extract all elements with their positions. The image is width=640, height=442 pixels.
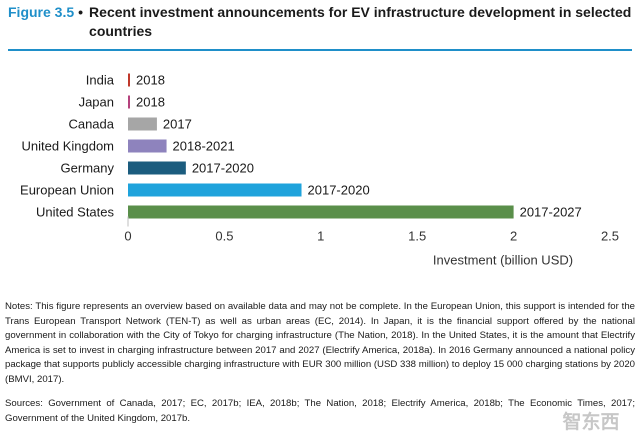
data-label: 2017-2020 [308,183,370,198]
figure-header: Figure 3.5 • Recent investment announcem… [8,3,632,51]
figure-title: Recent investment announcements for EV i… [89,4,632,39]
category-label: Germany [61,161,115,176]
data-label: 2018-2021 [173,139,235,154]
data-label: 2018 [136,95,165,110]
bar [128,95,130,109]
bar [128,117,157,131]
category-label: Canada [68,117,114,132]
figure-sources: Sources: Government of Canada, 2017; EC,… [5,398,635,424]
x-tick-label: 0.5 [215,229,233,244]
bar [128,139,167,153]
bar [128,183,302,197]
bar [128,161,186,175]
bar [128,73,130,87]
category-label: Japan [79,95,114,110]
watermark-logo: 智东西 [562,410,619,433]
figure-title-row: Figure 3.5 • Recent investment announcem… [8,3,632,41]
category-label: United States [36,205,115,220]
title-bullet: • [78,4,84,20]
x-tick-label: 2 [510,229,517,244]
x-tick-label: 1.5 [408,229,426,244]
category-label: European Union [20,183,114,198]
x-tick-label: 0 [124,229,131,244]
category-label: United Kingdom [22,139,115,154]
bar [128,205,514,219]
x-tick-label: 2.5 [601,229,619,244]
title-divider [8,49,632,51]
data-label: 2018 [136,73,165,88]
x-axis-title: Investment (billion USD) [433,253,573,268]
x-tick-label: 1 [317,229,324,244]
data-label: 2017-2020 [192,161,254,176]
data-label: 2017 [163,117,192,132]
figure-notes: Notes: This figure represents an overvie… [5,301,635,385]
data-label: 2017-2027 [520,205,582,220]
category-label: India [86,73,115,88]
bar-chart: India 2018 Japan 2018 Canada 2017 United Kingd… [20,73,619,268]
figure-label: Figure 3.5 [8,4,75,20]
watermark-text: 智东西 [562,410,619,433]
